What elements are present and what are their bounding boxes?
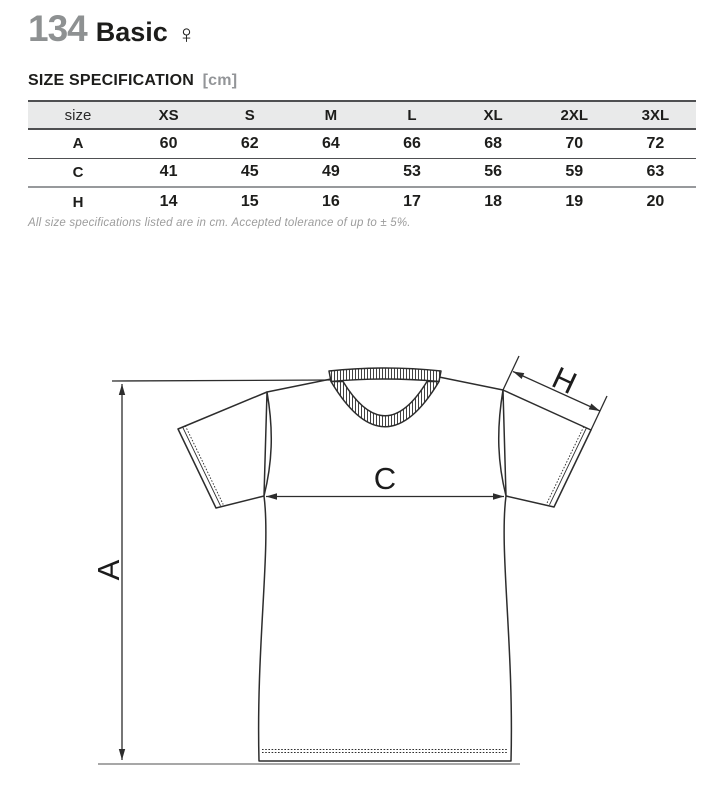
size-value: 72 — [646, 134, 665, 152]
size-value: 18 — [484, 193, 503, 210]
right-sleeve-outline — [502, 389, 592, 508]
table-row-c: C 41 45 49 53 56 59 63 — [28, 158, 696, 187]
column-header-3xl: 3XL — [641, 106, 670, 124]
left-sleeve-outline — [177, 391, 268, 509]
size-value: 60 — [159, 134, 178, 152]
size-value: 68 — [484, 134, 503, 152]
collar-back-band — [328, 367, 442, 383]
row-label: A — [72, 135, 84, 153]
product-name: Basic — [95, 17, 168, 47]
dimension-c-label: C — [374, 461, 396, 496]
tshirt-diagram: A C H — [91, 355, 608, 765]
column-header-xs: XS — [158, 106, 179, 124]
size-value: 19 — [565, 193, 584, 210]
size-value: 64 — [321, 134, 340, 152]
section-heading: SIZE SPECIFICATION [cm] — [28, 72, 237, 90]
size-value: 41 — [159, 163, 178, 181]
tshirt-body — [257, 373, 513, 762]
dimension-a-label: A — [91, 559, 126, 580]
size-value: 16 — [321, 193, 340, 210]
table-row-a: A 60 62 64 66 68 70 72 — [28, 129, 696, 158]
column-header-m: M — [324, 106, 338, 124]
column-header-s: S — [244, 106, 255, 124]
female-symbol-icon: ♀ — [176, 19, 197, 49]
size-value: 17 — [403, 193, 421, 210]
size-value: 53 — [403, 163, 421, 181]
size-value: 45 — [240, 163, 259, 181]
size-value: 63 — [646, 163, 665, 181]
size-value: 70 — [565, 134, 584, 152]
size-value: 14 — [159, 193, 178, 210]
collar-front-band — [330, 380, 440, 428]
column-header-xl: XL — [483, 106, 503, 124]
size-value: 20 — [646, 193, 665, 210]
section-title: SIZE SPECIFICATION — [28, 72, 194, 89]
left-sleeve-hem-line — [182, 426, 221, 506]
table-header-row: size XS S M L XL 2XL 3XL — [28, 101, 696, 129]
right-sleeve — [502, 389, 592, 508]
product-number: 134 — [28, 8, 88, 49]
tolerance-note: All size specifications listed are in cm… — [28, 217, 411, 229]
size-value: 62 — [240, 134, 259, 152]
size-value: 59 — [565, 163, 584, 181]
dimension-h-label: H — [547, 360, 582, 401]
size-value: 49 — [321, 163, 340, 181]
column-header-l: L — [407, 106, 417, 124]
right-sleeve-hem-line — [549, 427, 587, 505]
right-sleeve-hem-stitch — [546, 426, 585, 504]
dimension-h-extension-cuff — [590, 395, 608, 431]
table-row-h: H 14 15 16 17 18 19 20 — [28, 187, 696, 216]
column-header-size: size — [64, 106, 92, 124]
row-label: C — [72, 163, 84, 181]
column-header-2xl: 2XL — [560, 106, 589, 124]
left-sleeve — [177, 391, 268, 509]
page-title: 134 Basic ♀ — [28, 10, 196, 47]
size-table: size XS S M L XL 2XL 3XL A 60 62 64 66 6… — [28, 100, 696, 216]
size-value: 56 — [484, 163, 503, 181]
dimension-h-extension-shoulder — [502, 355, 520, 391]
dimension-a-top-extension — [111, 379, 332, 382]
size-value: 15 — [240, 193, 259, 210]
unit-label: [cm] — [202, 72, 238, 89]
row-label: H — [72, 193, 84, 211]
size-value: 66 — [403, 134, 421, 152]
dimension-h-arrow — [512, 370, 601, 412]
